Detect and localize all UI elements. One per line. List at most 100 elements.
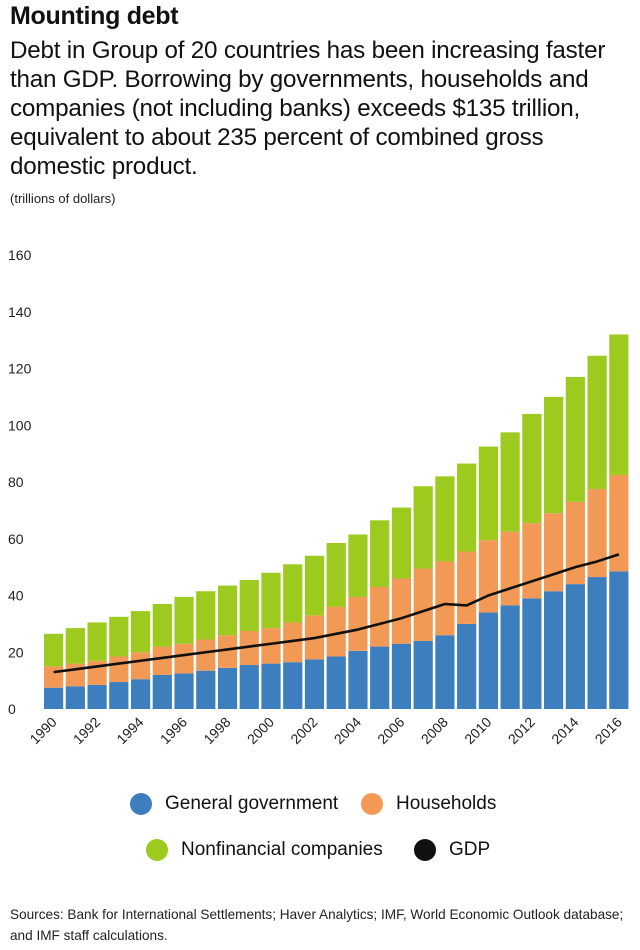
x-tick-label: 1998 [200, 714, 233, 747]
bar-nonfinancial-companies-1991 [65, 628, 85, 664]
bar-households-1991 [65, 663, 85, 687]
legend-item-households: Households [361, 793, 496, 815]
bar-households-2007 [413, 568, 433, 641]
bar-households-2013 [544, 513, 564, 592]
bar-general-government-1994 [130, 679, 151, 709]
bar-nonfinancial-companies-2011 [500, 432, 520, 532]
chart-title: Mounting debt [10, 2, 179, 30]
bar-households-2001 [283, 622, 303, 663]
bar-general-government-2004 [348, 650, 368, 709]
y-axis-labels: 0 20 40 60 80 100 120 140 160 [8, 247, 32, 717]
chart-subtitle: Debt in Group of 20 countries has been i… [10, 37, 606, 180]
bar-households-1998 [217, 635, 238, 668]
bar-general-government-2010 [478, 612, 498, 709]
legend-label-households: Households [396, 793, 497, 814]
bar-general-government-1996 [174, 673, 194, 709]
bar-nonfinancial-companies-2010 [478, 446, 498, 541]
y-tick-label: 60 [8, 531, 24, 547]
bar-general-government-1998 [217, 667, 238, 709]
bar-general-government-2015 [587, 577, 607, 709]
bar-nonfinancial-companies-2007 [413, 486, 433, 569]
x-tick-label: 2008 [418, 714, 451, 747]
legend-swatch-government [130, 793, 152, 815]
y-tick-label: 120 [8, 361, 32, 377]
legend-item-gdp: GDP [414, 839, 490, 861]
y-tick-label: 160 [8, 247, 32, 263]
bar-nonfinancial-companies-2003 [326, 543, 346, 607]
bar-nonfinancial-companies-1999 [239, 579, 259, 631]
bar-households-2005 [370, 586, 390, 647]
bar-households-2014 [565, 501, 585, 585]
bar-nonfinancial-companies-1995 [152, 604, 172, 647]
units-label: (trillions of dollars) [10, 191, 116, 206]
legend-swatch-companies [146, 839, 168, 861]
x-tick-label: 2004 [331, 714, 364, 747]
bar-general-government-2011 [500, 605, 520, 709]
gdp-line-group [53, 553, 620, 674]
x-tick-label: 1992 [70, 714, 103, 747]
y-tick-label: 140 [8, 304, 32, 320]
bar-general-government-1993 [109, 682, 129, 709]
bar-households-1997 [196, 639, 216, 671]
legend-label-companies: Nonfinancial companies [181, 839, 383, 860]
bar-nonfinancial-companies-2013 [544, 396, 564, 514]
bar-general-government-2005 [370, 646, 390, 709]
bar-households-1994 [130, 652, 151, 680]
x-axis-labels: 1990 1992 1994 1996 1998 2000 2002 2004 2006 2008… [26, 714, 625, 747]
y-tick-label: 100 [8, 417, 32, 433]
legend: General government Households Nonfinanci… [0, 788, 640, 888]
bar-nonfinancial-companies-2004 [348, 534, 368, 597]
bar-households-2015 [587, 489, 607, 578]
legend-label-gdp: GDP [449, 839, 491, 860]
bar-households-1999 [239, 630, 259, 666]
bar-households-1990 [44, 666, 64, 688]
bar-nonfinancial-companies-2001 [283, 564, 303, 623]
bar-households-1996 [174, 643, 194, 674]
x-tick-label: 2010 [461, 714, 494, 747]
bar-households-2008 [435, 561, 455, 636]
bar-general-government-2002 [304, 659, 325, 709]
bar-nonfinancial-companies-2006 [391, 507, 412, 579]
bar-general-government-2008 [435, 635, 455, 709]
legend-swatch-gdp [414, 839, 436, 861]
bar-nonfinancial-companies-2000 [261, 572, 281, 629]
bar-households-2006 [391, 578, 412, 644]
bar-general-government-2001 [283, 662, 303, 709]
bar-nonfinancial-companies-2014 [565, 377, 585, 502]
bar-nonfinancial-companies-2016 [609, 334, 629, 475]
bar-households-2011 [500, 531, 520, 606]
bar-households-2000 [261, 628, 281, 664]
y-tick-label: 20 [8, 644, 24, 660]
x-tick-label: 2012 [505, 714, 538, 747]
legend-swatch-households [361, 793, 383, 815]
bar-general-government-2000 [261, 663, 281, 709]
x-tick-label: 1990 [26, 714, 59, 747]
bar-nonfinancial-companies-2008 [435, 476, 455, 562]
bar-general-government-1992 [87, 684, 107, 709]
legend-item-companies: Nonfinancial companies [146, 839, 383, 861]
bar-households-2012 [522, 523, 542, 599]
bar-general-government-2016 [609, 571, 629, 709]
bar-households-2003 [326, 606, 346, 657]
bar-households-2004 [348, 596, 368, 651]
bar-nonfinancial-companies-1990 [44, 633, 64, 667]
bar-general-government-2006 [391, 643, 412, 709]
y-tick-label: 40 [8, 588, 24, 604]
x-tick-label: 1996 [157, 714, 190, 747]
bar-general-government-2003 [326, 656, 346, 709]
x-tick-label: 2014 [548, 714, 581, 747]
bar-nonfinancial-companies-1996 [174, 596, 194, 644]
bar-general-government-1999 [239, 665, 259, 709]
bar-nonfinancial-companies-1997 [196, 591, 216, 640]
bar-nonfinancial-companies-1998 [217, 585, 238, 636]
y-tick-label: 80 [8, 474, 24, 490]
bar-general-government-2007 [413, 640, 433, 709]
bar-general-government-2012 [522, 598, 542, 709]
bars [44, 334, 629, 709]
bar-nonfinancial-companies-2009 [457, 463, 477, 552]
bar-households-2010 [478, 540, 498, 613]
bar-nonfinancial-companies-2015 [587, 355, 607, 490]
bar-nonfinancial-companies-2012 [522, 413, 542, 524]
x-tick-label: 2016 [592, 714, 625, 747]
